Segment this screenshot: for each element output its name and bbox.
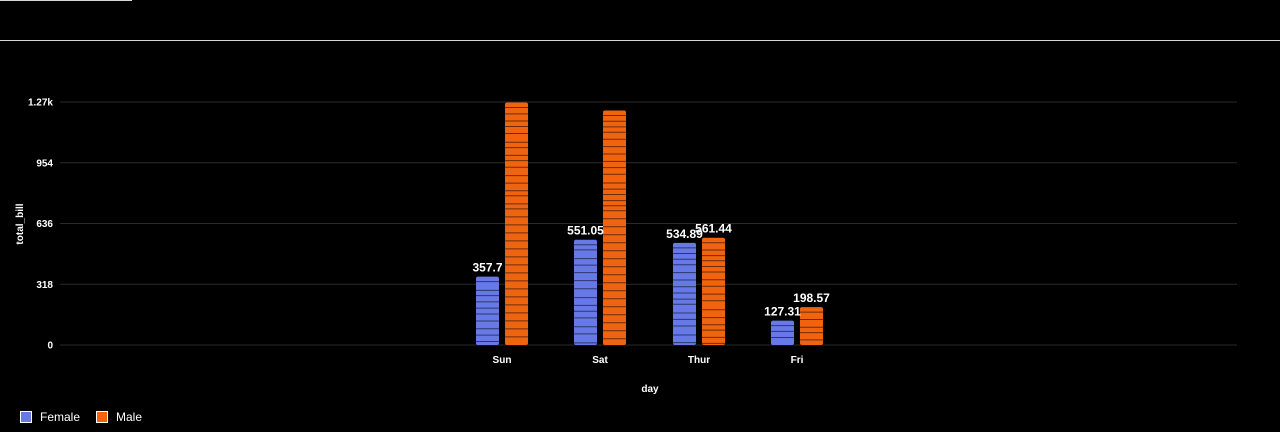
bar-female-sat[interactable] [574, 239, 597, 345]
bar-female-sun[interactable] [476, 276, 499, 345]
bar-rect [505, 102, 528, 346]
x-tick-label: Sun [493, 355, 512, 366]
grid-lines [60, 101, 1237, 346]
data-label: 551.05 [567, 224, 604, 238]
bar-female-thur[interactable] [673, 242, 696, 345]
bar-rect [476, 276, 499, 345]
y-tick-label: 0 [47, 341, 53, 352]
legend-swatch-female [20, 411, 32, 423]
top-toolbar-strip [0, 0, 1280, 41]
bar-rect [771, 320, 794, 345]
legend-label-male: Male [116, 410, 143, 424]
bar-male-sat[interactable] [603, 110, 626, 345]
bar-rect [574, 239, 597, 345]
y-tick-label: 636 [36, 219, 53, 230]
legend-swatch-male [96, 411, 109, 423]
legend-label-female: Female [40, 410, 81, 424]
y-axis-title: total_bill [15, 203, 26, 244]
bar-male-thur[interactable] [702, 237, 725, 345]
bar-male-sun[interactable] [505, 102, 528, 346]
x-axis-title: day [641, 384, 659, 395]
bar-chart: 357.7 551.05 534.89 127.31 561.44 198.57 0 318… [15, 98, 1237, 395]
x-tick-label: Fri [791, 355, 804, 366]
y-tick-label: 318 [36, 280, 53, 291]
legend-item-female[interactable]: Female [20, 410, 80, 424]
x-tick-label: Thur [688, 355, 710, 366]
legend-item-male[interactable]: Male [96, 410, 142, 424]
x-tick-label: Sat [592, 355, 608, 366]
tick-labels: 0 318 636 954 1.27k Sun Sat Thur Fri [28, 98, 804, 367]
bar-female-fri[interactable] [771, 320, 794, 345]
bar-rect [603, 110, 626, 345]
data-labels: 357.7 551.05 534.89 127.31 561.44 198.57 [472, 222, 830, 319]
bar-rect [800, 307, 823, 345]
bar-rect [702, 237, 725, 345]
y-tick-label: 954 [36, 158, 53, 169]
bars [476, 102, 823, 346]
data-label: 534.89 [666, 227, 703, 241]
data-label: 561.44 [695, 222, 732, 236]
bar-rect [673, 242, 696, 345]
data-label: 127.31 [764, 305, 801, 319]
data-label: 357.7 [472, 261, 502, 275]
legend: Female Male [20, 408, 142, 426]
active-tab-indicator [0, 0, 132, 1]
data-label: 198.57 [793, 291, 830, 305]
bar-male-fri[interactable] [800, 307, 823, 345]
y-tick-label: 1.27k [28, 98, 53, 109]
